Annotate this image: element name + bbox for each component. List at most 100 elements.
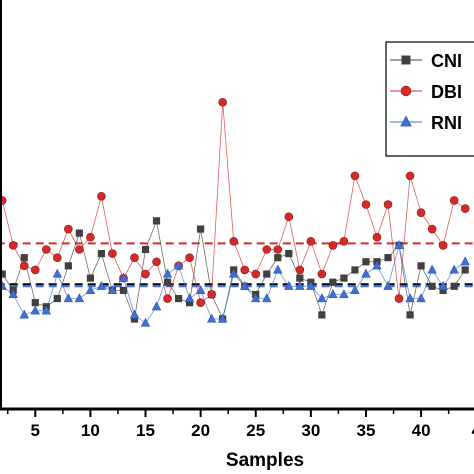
dbi-point [141,269,150,279]
cni-point [318,311,326,319]
rni-point [262,293,272,303]
rni-point [383,280,393,290]
dbi-point [383,200,393,209]
dbi-point [19,261,29,271]
cni-point [186,299,194,307]
rni-point [63,293,74,303]
plot-area [0,97,474,327]
cni-point [461,266,469,274]
rni-point [372,260,382,270]
dbi-point [86,232,95,242]
dbi-point [339,237,349,246]
cni-point [406,311,414,319]
rni-point [228,268,239,278]
dbi-point [240,265,250,275]
rni-point [195,284,206,294]
dbi-point [317,269,327,279]
x-tick-label: 20 [191,421,210,440]
dbi-point [163,294,172,303]
x-axis-title: Samples [226,450,304,471]
rni-point [74,293,85,303]
x-tick-label: 35 [357,421,376,440]
cni-point [197,225,205,233]
rni-point [317,293,327,303]
dbi-legend-label: DBI [431,82,462,102]
rni-point [41,305,52,315]
cni-point [417,262,425,270]
rni-point [85,284,96,294]
cni-legend-marker [401,55,411,65]
cni-point [86,274,94,282]
cni-point [384,254,392,262]
dbi-point [284,212,294,222]
rni-point [151,301,162,311]
rni-point [460,256,470,266]
dbi-point [108,249,117,258]
x-tick-label: 30 [301,421,320,440]
rni-point [295,280,305,290]
dbi-point [207,290,216,299]
rni-point [173,260,184,270]
x-tick-label: 5 [31,421,40,440]
cni-point [152,217,161,225]
dbi-point [130,253,139,262]
cni-point [285,249,293,258]
cni-point [163,278,172,286]
dbi-point [438,241,448,250]
dbi-point [416,208,426,217]
dbi-point [229,237,238,246]
cni-point [64,262,72,270]
rni-legend-marker [400,115,412,127]
dbi-point [152,257,161,267]
rni-point [273,264,283,274]
rni-point [306,280,316,290]
rni-point [328,289,338,299]
cni-point [0,270,6,278]
x-tick-label: 10 [81,421,100,440]
dbi-point [295,265,305,275]
cni-point [362,258,370,266]
rni-point [30,305,41,315]
cni-point [340,274,348,282]
x-tick-label: 4 [471,421,474,440]
dbi-point [185,253,194,262]
rni-point [19,309,29,319]
rni-point [361,268,371,278]
rni-point [427,264,437,274]
cni-point [53,294,61,303]
rni-point [416,293,426,303]
dbi-legend-marker [400,85,412,97]
cni-point [329,278,337,286]
rni-point [96,280,107,290]
dbi-point [218,97,227,107]
dbi-point [328,241,338,250]
dbi-point [449,196,459,205]
dbi-point [427,224,437,234]
x-tick-label: 15 [136,421,155,440]
rni-point [251,293,261,303]
legend-box [385,41,474,157]
rni-point [239,280,250,290]
rni-point [217,313,228,323]
cni-point [263,270,271,278]
cni-point [351,266,359,274]
rni-point [184,293,195,303]
cni-point [31,299,39,307]
cni-point [428,282,436,290]
rni-point [350,284,360,294]
dbi-point [30,265,40,275]
rni-point [284,280,294,290]
cni-point [75,229,83,237]
dbi-point [262,245,272,254]
dbi-point [460,204,470,213]
dbi-point [372,232,382,242]
dbi-point [273,245,283,254]
dbi-point [97,192,106,201]
dbi-point [361,200,371,209]
cni-point [174,294,183,303]
cni-point [296,274,304,282]
dbi-point [41,245,51,254]
x-tick-label: 40 [412,421,431,440]
cni-point [20,254,28,262]
